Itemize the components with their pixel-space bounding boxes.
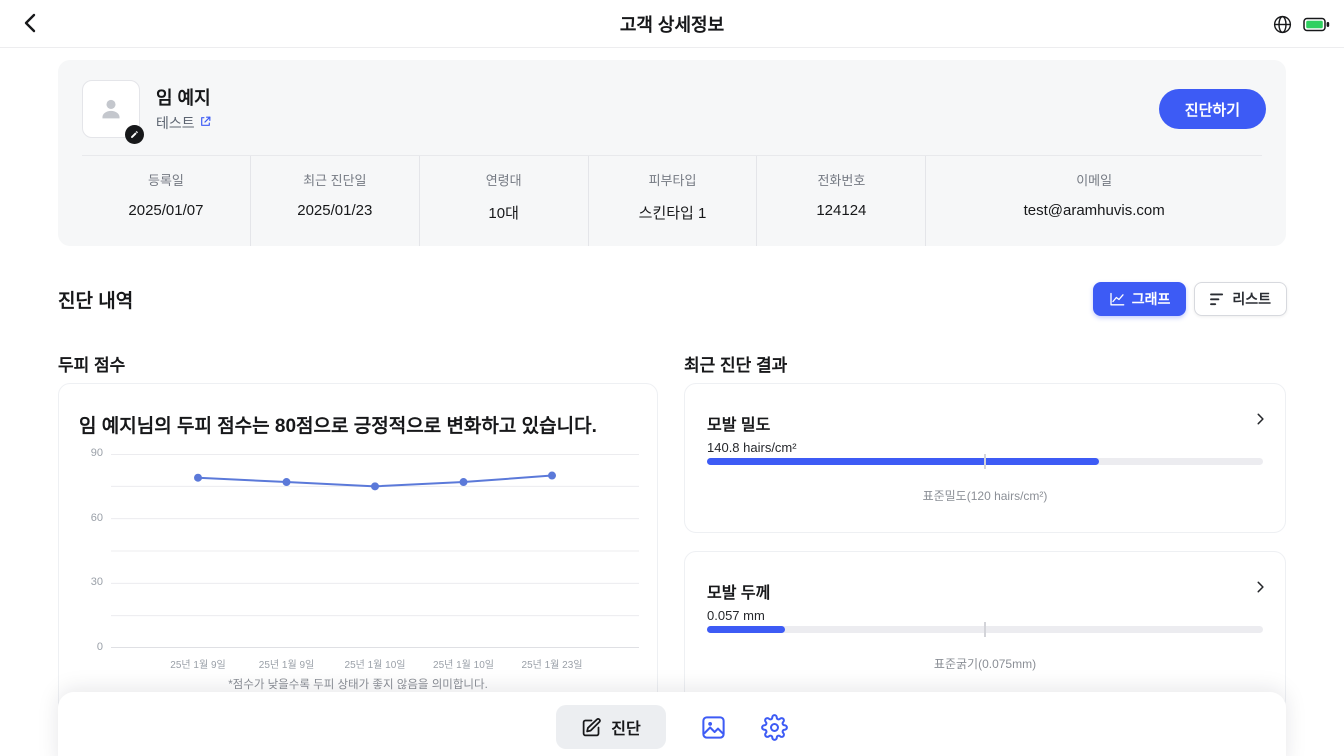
y-axis-label: 30	[90, 576, 103, 589]
chart-point[interactable]	[194, 473, 202, 482]
pencil-icon	[131, 131, 138, 138]
scalp-score-heading: 두피 점수	[58, 356, 126, 375]
standard-label: 표준굵기(0.075mm)	[933, 657, 1037, 671]
recent-results-heading: 최근 진단 결과	[684, 356, 788, 375]
diagnosis-history-title: 진단 내역	[58, 291, 134, 312]
result-value: 0.057 mm	[707, 608, 765, 623]
chart-point[interactable]	[548, 471, 556, 480]
progress-fill	[707, 458, 1099, 465]
x-axis-label: 25년 1월 23일	[521, 660, 583, 671]
tab-list[interactable]: 리스트	[1194, 282, 1287, 316]
person-icon	[102, 99, 120, 119]
scalp-score-card: 임 예지님의 두피 점수는 80점으로 긍정적으로 변화하고 있습니다. 0 30…	[58, 383, 658, 715]
customer-name: 임 예지	[156, 88, 211, 108]
globe-icon[interactable]	[1272, 14, 1293, 35]
progress-track	[707, 454, 1263, 469]
y-axis-label: 90	[90, 447, 103, 459]
standard-marker	[984, 454, 986, 469]
x-axis-label: 25년 1월 9일	[258, 660, 315, 671]
gallery-button[interactable]	[700, 705, 727, 749]
stat-label: 등록일	[147, 173, 184, 188]
scalp-score-message: 임 예지님의 두피 점수는 80점으로 긍정적으로 변화하고 있습니다.	[79, 416, 597, 437]
stat-value: 124124	[816, 202, 867, 219]
standard-marker	[984, 622, 986, 637]
chart-point[interactable]	[459, 478, 468, 487]
x-axis-label: 25년 1월 10일	[433, 660, 494, 671]
stat-value: 10대	[488, 205, 519, 222]
y-axis-label: 60	[90, 511, 103, 524]
result-title: 모발 두께	[707, 585, 771, 602]
scalp-line-chart	[111, 454, 639, 648]
scalp-score-footnote: *점수가 낮을수록 두피 상태가 좋지 않음을 의미합니다.	[228, 679, 488, 691]
settings-button[interactable]	[760, 705, 788, 749]
y-axis-label: 0	[96, 641, 103, 653]
stat-skin-type: 피부타입 스킨타입 1	[587, 156, 757, 246]
diagnose-nav-label: 진단	[611, 721, 641, 738]
external-link-icon	[199, 115, 212, 131]
stat-phone-number: 전화번호 124124	[756, 156, 925, 246]
stat-last-diagnosis-date: 최근 진단일 2025/01/23	[249, 156, 419, 246]
stat-email: 이메일 test@aramhuvis.com	[925, 156, 1262, 246]
diagnose-button[interactable]: 진단하기	[1158, 89, 1266, 129]
line-chart-icon	[1109, 292, 1125, 307]
edit-avatar-badge[interactable]	[125, 125, 144, 144]
stat-label: 연령대	[485, 173, 522, 188]
result-title: 모발 밀도	[707, 417, 771, 434]
chart-point[interactable]	[282, 478, 291, 487]
stat-label: 피부타입	[648, 173, 697, 188]
stat-value: 스킨타입 1	[638, 205, 707, 222]
bottom-bar: 진단	[58, 692, 1286, 756]
stat-label: 전화번호	[817, 173, 866, 188]
battery-icon	[1303, 17, 1330, 32]
tab-graph-label: 그래프	[1131, 291, 1171, 307]
chevron-right-icon[interactable]	[1253, 412, 1267, 426]
edit-square-icon	[581, 717, 602, 738]
progress-track	[707, 622, 1263, 637]
list-icon	[1210, 292, 1225, 306]
stat-value: test@aramhuvis.com	[1023, 202, 1165, 219]
tab-graph[interactable]: 그래프	[1092, 282, 1187, 316]
image-icon	[702, 715, 725, 739]
scalp-score-chart: 0 30 60 90 25년 1월 9일 25년 1월 9일 25년 1월 10일 25년 …	[79, 447, 639, 672]
x-axis-label: 25년 1월 10일	[344, 660, 406, 671]
y-axis: 0 30 60 90	[79, 447, 105, 653]
stat-registration-date: 등록일 2025/01/07	[82, 156, 250, 246]
status-icons	[1272, 0, 1330, 48]
profile-stats-row: 등록일 2025/01/07 최근 진단일 2025/01/23 연령대 10대…	[82, 155, 1262, 246]
chevron-right-icon[interactable]	[1253, 580, 1267, 594]
page-title: 고객 상세정보	[619, 15, 725, 35]
stat-value: 2025/01/23	[297, 202, 373, 219]
customer-memo-label: 테스트	[156, 115, 195, 131]
stat-age-group: 연령대 10대	[418, 156, 588, 246]
customer-profile-card: 임 예지 테스트 진단하기 등록일 2025/01/07 최근 진단일 2025…	[58, 60, 1286, 246]
stat-label: 이메일	[1076, 173, 1113, 188]
stat-label: 최근 진단일	[303, 173, 367, 188]
top-bar: 고객 상세정보	[0, 0, 1344, 48]
avatar[interactable]	[82, 80, 144, 144]
view-toggle: 그래프 리스트	[1092, 282, 1287, 316]
diagnose-nav-button[interactable]: 진단	[556, 705, 666, 749]
customer-memo-link[interactable]: 테스트	[156, 113, 212, 133]
back-button[interactable]	[16, 9, 46, 39]
x-axis: 25년 1월 9일 25년 1월 9일 25년 1월 10일 25년 1월 10일 25…	[111, 654, 639, 671]
stat-value: 2025/01/07	[128, 202, 204, 219]
result-card-hair-thickness[interactable]: 모발 두께 0.057 mm 표준굵기(0.075mm)	[684, 551, 1286, 711]
x-axis-label: 25년 1월 9일	[170, 660, 226, 671]
chart-point[interactable]	[371, 482, 379, 491]
gear-icon	[760, 713, 788, 741]
standard-label: 표준밀도(120 hairs/cm²)	[922, 489, 1048, 503]
tab-list-label: 리스트	[1232, 291, 1271, 307]
result-card-hair-density[interactable]: 모발 밀도 140.8 hairs/cm² 표준밀도(120 hairs/cm²…	[684, 383, 1286, 533]
result-value: 140.8 hairs/cm²	[707, 440, 797, 455]
progress-fill	[707, 626, 785, 633]
